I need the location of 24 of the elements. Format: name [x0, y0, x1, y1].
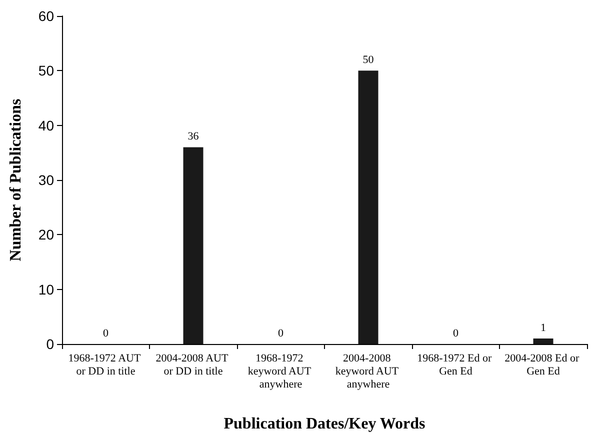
- x-tick-label: 2004-2008 keyword AUT anywhere: [335, 352, 402, 390]
- x-tick-label: 1968-1972 AUT or DD in title: [68, 352, 144, 378]
- data-label: 50: [362, 54, 374, 66]
- bar: [533, 338, 554, 344]
- x-tick-label: 1968-1972 keyword AUT anywhere: [248, 352, 314, 390]
- x-tick-label: 1968-1972 Ed or Gen Ed: [417, 352, 494, 378]
- data-label: 1: [540, 322, 546, 334]
- bar: [183, 147, 204, 344]
- x-tick-label: 2004-2008 AUT or DD in title: [156, 352, 231, 378]
- y-axis-title: Number of Publications: [8, 98, 24, 262]
- x-tick-label: 2004-2008 Ed or Gen Ed: [504, 352, 582, 378]
- y-tick-label: 0: [46, 336, 54, 352]
- x-axis-title: Publication Dates/Key Words: [224, 416, 426, 432]
- y-tick-label: 40: [38, 117, 54, 134]
- y-tick-label: 30: [38, 172, 54, 188]
- data-label: 0: [103, 328, 109, 340]
- y-tick-label: 10: [38, 281, 54, 298]
- y-tick-label: 20: [38, 226, 54, 243]
- data-label: 36: [188, 130, 200, 143]
- data-label: 0: [278, 328, 284, 340]
- y-tick-label: 60: [38, 8, 54, 24]
- bar: [358, 70, 378, 344]
- y-tick-label: 50: [38, 62, 54, 79]
- data-label: 0: [453, 328, 459, 340]
